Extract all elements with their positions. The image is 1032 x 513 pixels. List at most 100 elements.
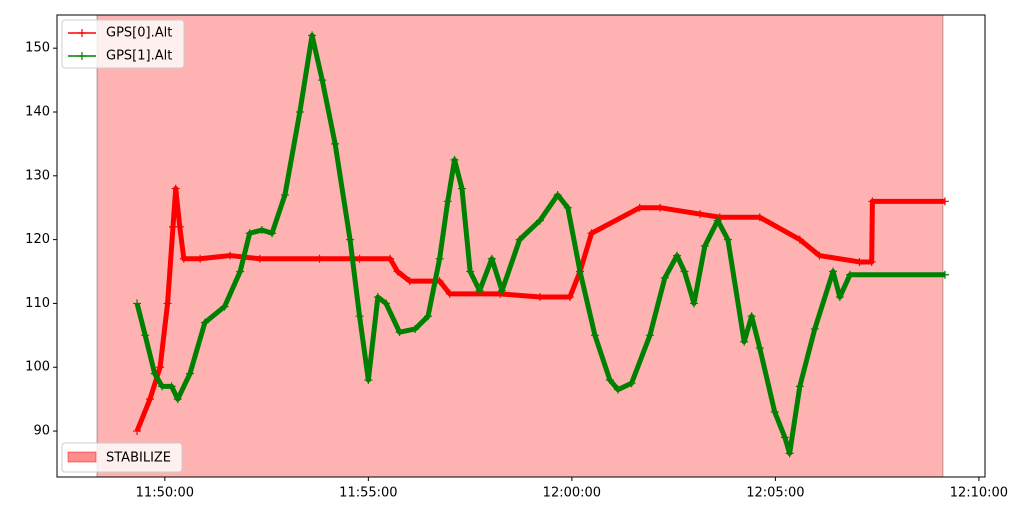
point-marker [498, 286, 507, 295]
point-marker [846, 270, 855, 279]
point-marker [295, 107, 304, 116]
point-marker [405, 277, 414, 286]
point-marker [280, 190, 289, 199]
legend-label: GPS[1].Alt [106, 49, 172, 64]
point-marker [855, 257, 864, 266]
y-tick-label: 90 [33, 424, 50, 439]
point-marker [535, 216, 544, 225]
point-marker [747, 312, 756, 321]
series-line [134, 186, 945, 432]
point-marker [614, 385, 623, 394]
point-marker [515, 235, 524, 244]
point-marker [225, 251, 234, 260]
point-marker [700, 242, 709, 250]
point-marker [587, 229, 596, 238]
point-marker [563, 203, 572, 212]
point-marker [815, 251, 824, 260]
legend-swatch [67, 451, 97, 463]
point-marker [141, 331, 150, 340]
point-marker [868, 197, 877, 206]
y-tick-label: 100 [25, 360, 50, 375]
point-marker [435, 254, 444, 263]
point-marker [167, 382, 176, 391]
point-marker [770, 407, 779, 416]
point-marker [553, 190, 562, 199]
point-marker [308, 31, 317, 40]
point-marker [373, 293, 382, 302]
point-marker [133, 427, 142, 436]
point-marker [175, 222, 184, 231]
point-marker [605, 376, 614, 385]
point-marker [755, 344, 764, 353]
x-tick-label: 12:00:00 [543, 486, 601, 501]
point-marker [475, 286, 484, 295]
point-marker [810, 324, 819, 333]
point-marker [627, 379, 636, 388]
point-marker [220, 302, 229, 311]
point-marker [535, 293, 544, 302]
point-marker [445, 289, 454, 298]
plot-frame [56, 14, 986, 478]
y-tick-label: 150 [25, 41, 50, 56]
point-marker [457, 184, 466, 193]
point-marker [795, 235, 804, 244]
point-marker [450, 155, 459, 164]
point-marker [173, 395, 182, 404]
point-marker [785, 449, 794, 458]
point-marker [386, 254, 395, 263]
point-marker [411, 324, 420, 333]
point-marker [590, 331, 599, 340]
point-marker [145, 395, 154, 404]
point-marker [236, 267, 245, 276]
point-marker [689, 299, 698, 308]
legend-box [61, 442, 183, 473]
legend-label: GPS[0].Alt [106, 26, 172, 41]
point-marker [829, 267, 838, 276]
point-marker [680, 267, 689, 276]
point-marker [565, 293, 574, 302]
x-tick-label: 12:05:00 [746, 486, 804, 501]
point-marker [395, 328, 404, 337]
point-marker [245, 229, 254, 238]
point-marker [346, 235, 355, 244]
y-tick-label: 130 [25, 168, 50, 183]
point-marker [487, 254, 496, 263]
legend: GPS[0].Alt GPS[1].Alt [61, 19, 185, 69]
point-marker [364, 376, 373, 385]
x-tick-label: 11:50:00 [136, 486, 194, 501]
point-marker [196, 254, 205, 263]
point-marker [660, 273, 669, 282]
point-marker [466, 267, 475, 276]
point-marker [635, 203, 644, 212]
point-marker [133, 299, 142, 308]
point-marker [713, 216, 722, 225]
point-marker [169, 222, 177, 231]
point-marker [158, 382, 167, 391]
point-marker [424, 312, 433, 321]
point-marker [696, 210, 705, 219]
point-marker [355, 312, 364, 321]
point-marker [940, 270, 949, 279]
legend-marker [78, 29, 86, 37]
point-marker [673, 251, 682, 260]
point-marker [382, 299, 391, 308]
point-marker [255, 254, 264, 263]
span-legend: STABILIZE [61, 442, 183, 473]
point-marker [150, 369, 159, 378]
point-marker [835, 293, 844, 302]
legend-label: STABILIZE [106, 451, 171, 466]
point-marker [355, 254, 364, 263]
point-marker [185, 369, 194, 378]
point-marker [318, 76, 327, 85]
point-marker [645, 331, 654, 340]
point-marker [576, 267, 585, 276]
point-marker [331, 139, 340, 148]
point-marker [171, 184, 180, 193]
point-marker [867, 257, 876, 266]
x-tick-label: 12:10:00 [950, 486, 1008, 501]
point-marker [795, 382, 804, 391]
point-marker [257, 226, 266, 235]
point-marker [780, 433, 789, 442]
